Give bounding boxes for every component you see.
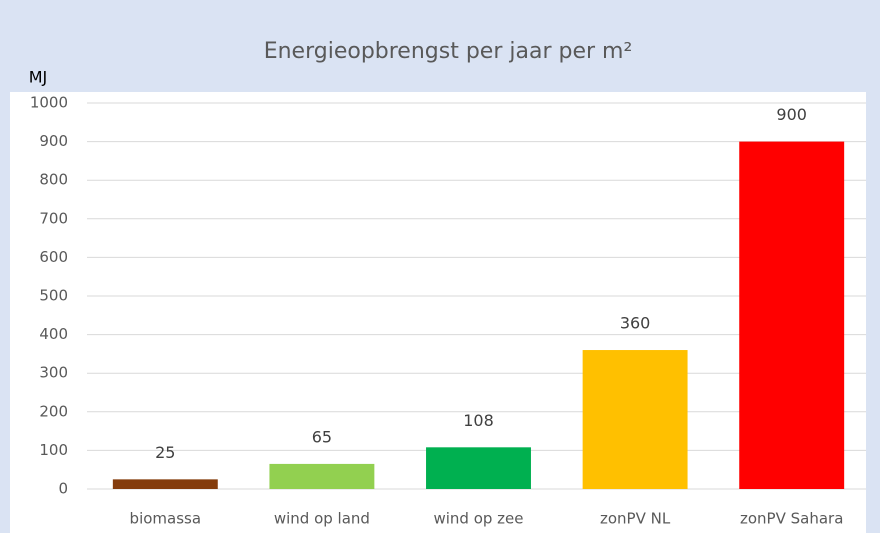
data-label: 25	[155, 443, 175, 462]
y-tick-label: 200	[39, 402, 68, 420]
y-tick-label: 1000	[30, 94, 68, 112]
data-label: 900	[776, 105, 807, 124]
bar	[112, 479, 218, 489]
y-tick-label: 800	[39, 171, 68, 189]
bar	[426, 447, 531, 489]
y-tick-label: 600	[39, 248, 68, 266]
y-tick-label: 700	[39, 209, 68, 227]
bar	[739, 141, 845, 489]
x-tick-label: wind op zee	[433, 510, 523, 528]
y-tick-label: 400	[39, 325, 68, 343]
x-tick-label: wind op land	[274, 510, 370, 528]
x-tick-label: biomassa	[130, 510, 202, 528]
bar	[269, 463, 375, 489]
y-tick-label: 900	[39, 132, 68, 150]
y-tick-label: 300	[39, 364, 68, 382]
chart-title: Energieopbrengst per jaar per m²	[264, 39, 633, 64]
y-axis-label: MJ	[29, 68, 48, 87]
y-tick-label: 0	[58, 480, 68, 498]
y-tick-label: 100	[39, 441, 68, 459]
data-label: 65	[312, 427, 332, 446]
y-tick-label: 500	[39, 287, 68, 305]
data-label: 360	[620, 314, 651, 333]
data-label: 108	[463, 411, 494, 430]
bar	[582, 350, 688, 489]
x-tick-label: zonPV NL	[600, 510, 671, 528]
x-tick-label: zonPV Sahara	[740, 510, 843, 528]
